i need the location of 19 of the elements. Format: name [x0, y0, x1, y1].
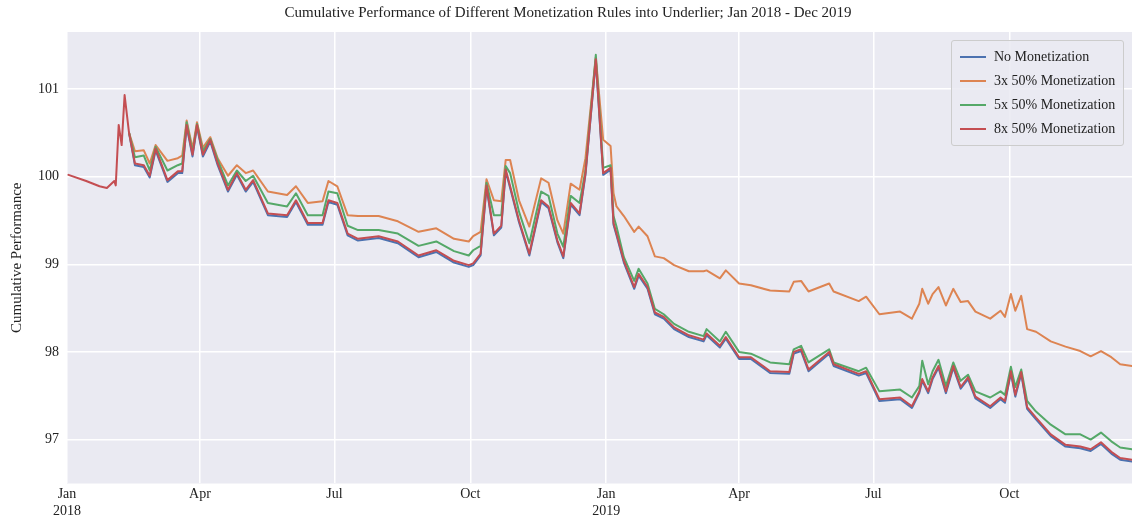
legend-label: 5x 50% Monetization [994, 97, 1116, 113]
x-tick-label: Jan 2019 [592, 486, 621, 519]
legend-label: 3x 50% Monetization [994, 73, 1116, 89]
legend-label: No Monetization [994, 49, 1090, 65]
x-tick-label: Jul [865, 486, 882, 502]
x-tick-label: Jan 2018 [53, 486, 81, 519]
x-tick-label: Jul [326, 486, 343, 502]
y-tick-label: 99 [45, 255, 59, 271]
x-tick-label: Oct [999, 486, 1020, 502]
y-tick-label: 98 [45, 343, 59, 359]
x-tick-label: Apr [728, 486, 751, 502]
y-tick-label: 100 [38, 168, 59, 184]
chart-title: Cumulative Performance of Different Monetization Rules into Underlier; Jan 2018 - Dec 2019 [284, 3, 852, 20]
legend-label: 8x 50% Monetization [994, 121, 1116, 137]
x-tick-label: Apr [189, 486, 212, 502]
y-tick-label: 97 [45, 431, 59, 447]
y-tick-label: 101 [38, 80, 59, 96]
y-axis-title: Cumulative Performance [7, 182, 24, 333]
x-tick-label: Oct [460, 486, 481, 502]
